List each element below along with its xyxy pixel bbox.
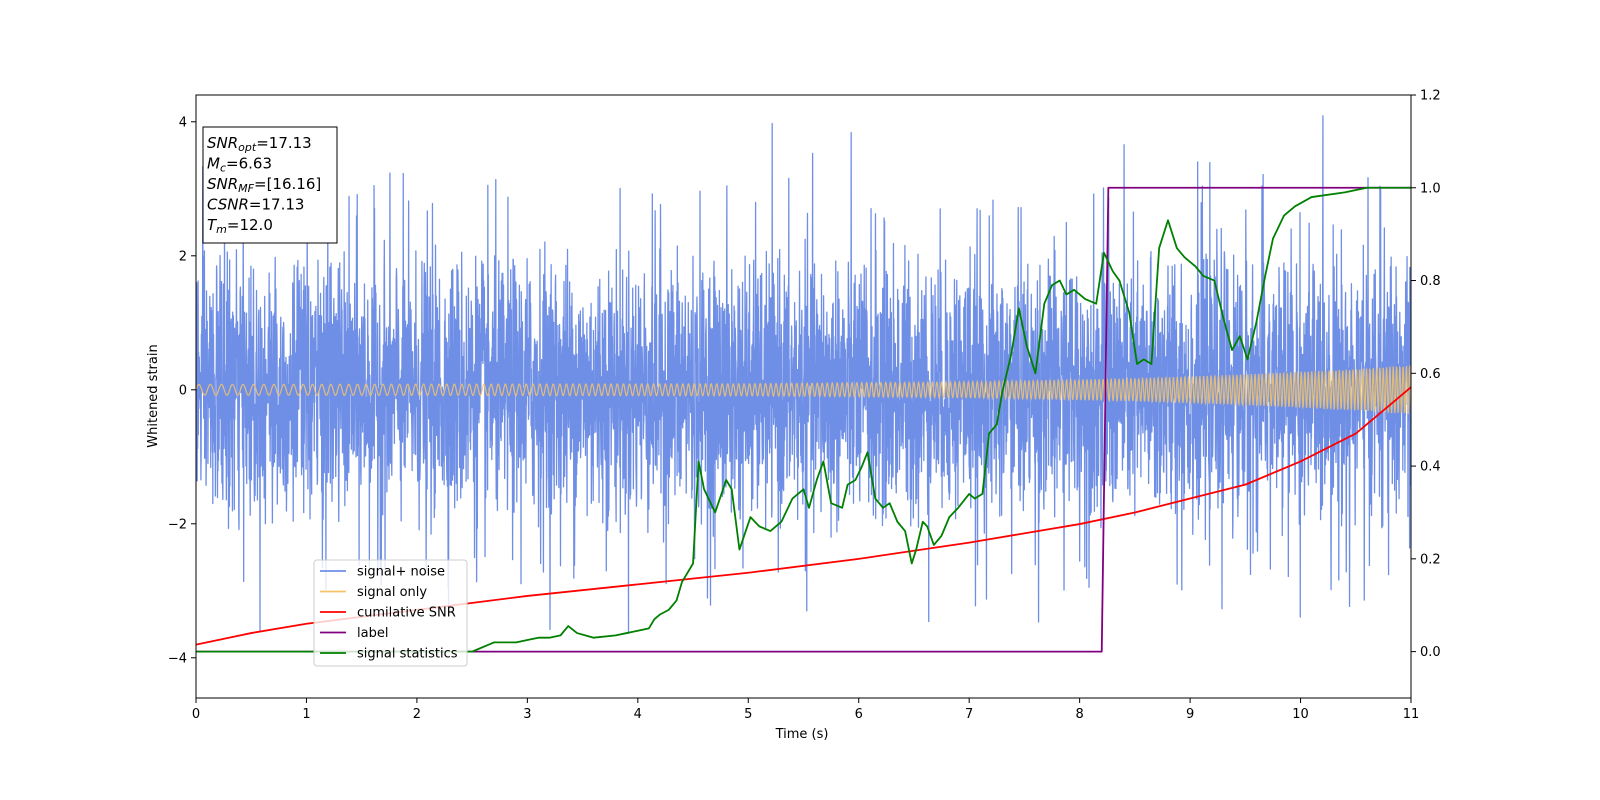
y-axis-right: 0.0 0.2 0.4 0.6 0.8 1.0 1.2	[1411, 89, 1441, 660]
x-tick-label: 2	[413, 707, 421, 722]
legend-entry-label: signal+ noise	[357, 565, 445, 580]
series-signal-noise-line	[196, 115, 1411, 633]
x-tick-label: 4	[634, 707, 642, 722]
annotation-line: Mc=6.63	[207, 155, 272, 175]
y2-tick-label: 0.4	[1420, 460, 1441, 475]
y-axis-left: −4 −2 0 2 4	[168, 115, 196, 666]
legend-entry-label: label	[357, 626, 388, 641]
y-axis-label: Whitened strain	[146, 344, 161, 447]
annotation-box: SNRopt=17.13Mc=6.63SNRMF=[16.16]CSNR=17.…	[202, 126, 338, 244]
y-tick-label: −2	[168, 517, 187, 532]
y2-tick-label: 1.0	[1420, 181, 1441, 196]
legend-frame	[313, 559, 468, 667]
annotation-line: Tm=12.0	[207, 216, 273, 236]
y2-tick-label: 0.6	[1420, 367, 1441, 382]
y2-tick-label: 0.2	[1420, 552, 1441, 567]
y-tick-label: 4	[179, 115, 187, 130]
x-tick-label: 1	[302, 707, 310, 722]
x-tick-label: 9	[1186, 707, 1194, 722]
x-tick-label: 11	[1403, 707, 1420, 722]
legend: signal+ noise signal only cumilative SNR la…	[313, 559, 468, 667]
annotation-line: SNRopt=17.13	[207, 134, 312, 154]
y-tick-label: 2	[179, 249, 187, 264]
y2-tick-label: 1.2	[1420, 89, 1441, 104]
legend-entry-label: cumilative SNR	[357, 606, 456, 621]
series-label-line	[196, 186, 1411, 653]
x-axis-label: Time (s)	[775, 727, 829, 742]
x-tick-label: 10	[1292, 707, 1309, 722]
x-tick-label: 7	[965, 707, 973, 722]
x-tick-label: 5	[744, 707, 752, 722]
legend-entry-label: signal statistics	[357, 647, 458, 662]
x-tick-label: 6	[855, 707, 863, 722]
x-tick-label: 3	[523, 707, 531, 722]
x-tick-label: 8	[1075, 707, 1083, 722]
signal-layer	[196, 364, 1411, 415]
y2-tick-label: 0.8	[1420, 274, 1441, 289]
annotation-frame	[202, 126, 338, 244]
annotation-line: CSNR=17.13	[207, 196, 304, 214]
legend-entry-label: signal only	[357, 585, 427, 600]
y2-tick-label: 0.0	[1420, 645, 1441, 660]
x-axis: 0 1 2 3 4 5 6 7 8 9 10 11	[192, 698, 1419, 722]
plot-frame	[195, 94, 1412, 699]
y-tick-label: −4	[168, 651, 187, 666]
y-tick-label: 0	[179, 383, 187, 398]
series-signal-statistics-line	[196, 186, 1411, 653]
annotation-line: SNRMF=[16.16]	[207, 175, 321, 195]
x-tick-label: 0	[192, 707, 200, 722]
series-signal-only-line	[196, 364, 1411, 415]
noise-layer	[196, 115, 1411, 633]
